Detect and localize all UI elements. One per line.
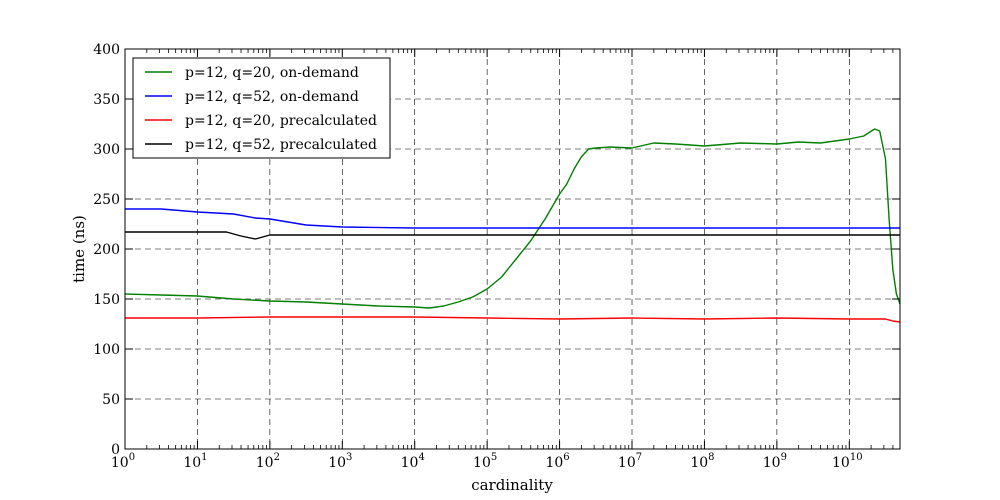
x-tick-label-exponent: 10 <box>850 452 863 463</box>
x-tick-label-base: 10 <box>256 455 274 471</box>
x-tick-label-base: 10 <box>763 455 781 471</box>
x-tick-label: 101 <box>183 452 207 471</box>
x-tick-label-base: 10 <box>545 455 563 471</box>
y-tick-label: 350 <box>93 92 120 108</box>
x-tick-label-base: 10 <box>690 455 708 471</box>
y-tick-label: 200 <box>93 242 120 258</box>
x-tick-label: 103 <box>328 452 352 471</box>
x-tick-label-exponent: 8 <box>708 452 714 463</box>
x-tick-label-base: 10 <box>401 455 419 471</box>
x-tick-label-base: 10 <box>832 455 850 471</box>
legend-label: p=12, q=52, on-demand <box>185 89 359 105</box>
x-tick-label-base: 10 <box>473 455 491 471</box>
grid-lines <box>125 49 900 449</box>
y-tick-label: 50 <box>102 392 120 408</box>
y-tick-label: 0 <box>111 442 120 458</box>
x-tick-label-exponent: 2 <box>274 452 280 463</box>
legend: p=12, q=20, on-demand p=12, q=52, on-dema… <box>132 57 391 159</box>
y-tick-label: 400 <box>93 42 120 58</box>
x-tick-label: 105 <box>473 452 497 471</box>
legend-label: p=12, q=20, on-demand <box>185 65 359 81</box>
y-tick-label: 250 <box>93 192 120 208</box>
x-tick-label-base: 10 <box>618 455 636 471</box>
x-tick-label-exponent: 0 <box>129 452 135 463</box>
x-axis-label: cardinality <box>471 476 553 494</box>
x-tick-label: 102 <box>256 452 280 471</box>
y-tick-label: 100 <box>93 342 120 358</box>
x-tick-label: 108 <box>690 452 714 471</box>
x-tick-label: 1010 <box>832 452 863 471</box>
x-tick-label: 100 <box>111 452 135 471</box>
x-tick-label-exponent: 6 <box>563 452 569 463</box>
x-tick-label: 106 <box>545 452 569 471</box>
y-axis-label: time (ns) <box>70 215 88 283</box>
axis-ticks <box>124 48 901 450</box>
legend-box <box>132 57 391 159</box>
x-tick-label-exponent: 5 <box>491 452 497 463</box>
x-tick-label-base: 10 <box>328 455 346 471</box>
x-tick-labels: 100 101 102 103 104 105 106 107 108 109 1010 <box>111 452 863 471</box>
legend-label: p=12, q=52, precalculated <box>185 137 377 153</box>
x-tick-label-exponent: 9 <box>781 452 787 463</box>
x-tick-label: 104 <box>401 452 425 471</box>
series-line-1 <box>124 128 901 309</box>
series-line-2 <box>125 208 900 229</box>
x-tick-label-exponent: 7 <box>636 452 642 463</box>
x-tick-label-exponent: 3 <box>346 452 352 463</box>
y-tick-label: 300 <box>93 142 120 158</box>
y-tick-label: 150 <box>93 292 120 308</box>
series-line-4 <box>125 231 900 240</box>
legend-label: p=12, q=20, precalculated <box>185 113 377 129</box>
x-tick-label-base: 10 <box>183 455 201 471</box>
x-tick-label: 109 <box>763 452 787 471</box>
x-tick-label-exponent: 4 <box>418 452 424 463</box>
series-line-3 <box>125 316 901 323</box>
x-tick-label-exponent: 1 <box>201 452 207 463</box>
series-lines <box>124 128 901 323</box>
y-tick-labels: 0 50 100 150 200 250 300 350 400 <box>93 42 120 458</box>
x-tick-label-base: 10 <box>111 455 129 471</box>
x-tick-label: 107 <box>618 452 642 471</box>
